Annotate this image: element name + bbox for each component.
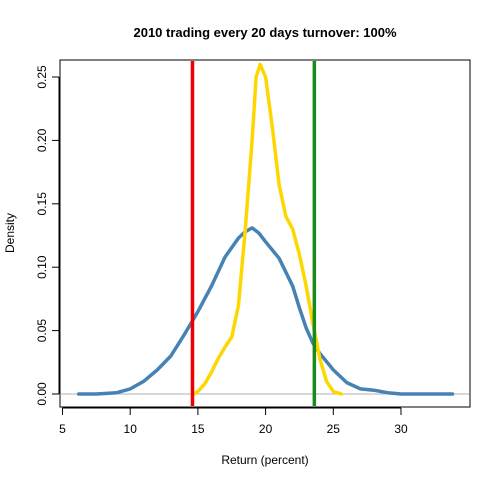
y-tick-label: 0.25 bbox=[35, 65, 49, 89]
density-curve-2 bbox=[192, 62, 344, 396]
y-tick-label: 0.00 bbox=[35, 382, 49, 406]
x-tick-label: 25 bbox=[327, 422, 341, 436]
y-axis-label: Density bbox=[3, 213, 17, 253]
x-tick-label: 5 bbox=[59, 422, 66, 436]
x-tick-label: 10 bbox=[124, 422, 138, 436]
x-tick-label: 30 bbox=[394, 422, 408, 436]
x-tick-label: 15 bbox=[191, 422, 205, 436]
y-tick-label: 0.15 bbox=[35, 192, 49, 216]
chart-title: 2010 trading every 20 days turnover: 100… bbox=[133, 25, 396, 40]
x-tick-label: 20 bbox=[259, 422, 273, 436]
y-tick-label: 0.05 bbox=[35, 319, 49, 343]
y-tick-label: 0.10 bbox=[35, 255, 49, 279]
y-axis: 0.00 0.05 0.10 0.15 0.20 0.25 bbox=[35, 65, 60, 406]
plot-frame bbox=[59, 59, 471, 408]
density-curve-1 bbox=[76, 226, 455, 396]
x-axis-label: Return (percent) bbox=[221, 453, 308, 467]
x-axis: 5 10 15 20 25 30 bbox=[59, 407, 408, 436]
y-tick-label: 0.20 bbox=[35, 128, 49, 152]
